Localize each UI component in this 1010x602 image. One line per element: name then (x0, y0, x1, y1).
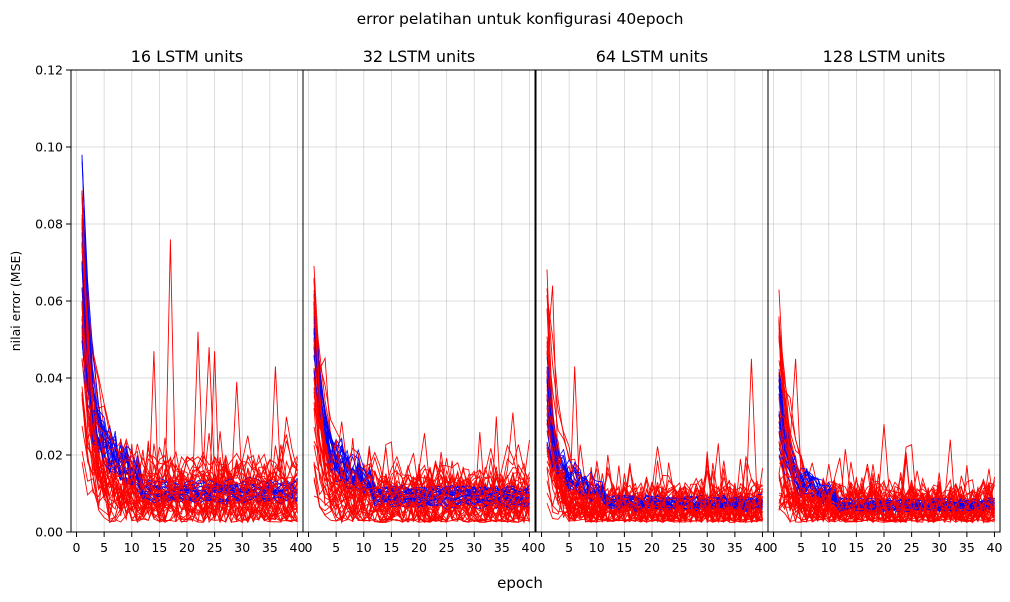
x-tick-label: 35 (494, 540, 510, 555)
series-group (313, 265, 530, 524)
panel-title: 128 LSTM units (823, 47, 946, 66)
red-series-line (778, 484, 995, 523)
x-tick-label: 35 (959, 540, 975, 555)
x-tick-label: 40 (522, 540, 538, 555)
blue-series-line (546, 370, 763, 505)
red-series-line (81, 315, 298, 523)
red-series-line (81, 328, 298, 515)
x-tick-label: 5 (565, 540, 573, 555)
x-tick-label: 20 (411, 540, 427, 555)
red-series-line (81, 307, 298, 519)
x-tick-label: 5 (100, 540, 108, 555)
x-tick-label: 0 (770, 540, 778, 555)
y-tick-label: 0.06 (35, 294, 63, 309)
red-series-line (313, 464, 530, 523)
series-group (546, 269, 763, 524)
x-tick-label: 15 (848, 540, 864, 555)
x-tick-label: 20 (876, 540, 892, 555)
red-series-line (81, 242, 298, 493)
series-group (81, 154, 298, 524)
panel-4: 0 5 10 15 20 25 30 35 40 128 LSTM units (767, 47, 1003, 555)
red-series-line (778, 289, 995, 518)
blue-series-line (81, 161, 298, 505)
red-series-line (313, 280, 530, 502)
red-series-line (313, 407, 530, 524)
blue-series-line (778, 387, 995, 508)
red-series-line (313, 307, 530, 506)
x-tick-label: 20 (644, 540, 660, 555)
x-tick-label: 0 (305, 540, 313, 555)
x-tick-label: 25 (904, 540, 920, 555)
y-tick-label: 0.10 (35, 140, 63, 155)
panel-3: 0 5 10 15 20 25 30 35 40 64 LSTM units (535, 47, 771, 555)
panel-title: 64 LSTM units (596, 47, 709, 66)
x-tick-label: 5 (332, 540, 340, 555)
x-tick-label: 0 (538, 540, 546, 555)
red-series-line (546, 467, 763, 524)
x-tick-label: 0 (73, 540, 81, 555)
red-series-line (313, 325, 530, 503)
red-series-line (81, 194, 298, 520)
red-series-line (81, 244, 298, 493)
series-group (778, 289, 995, 524)
red-series-line (313, 461, 530, 523)
x-tick-label: 5 (797, 540, 805, 555)
figure-title: error pelatihan untuk konfigurasi 40epoc… (357, 10, 684, 28)
blue-series-line (778, 378, 995, 508)
y-axis-label: nilai error (MSE) (8, 251, 23, 352)
x-tick-label: 30 (234, 540, 250, 555)
red-series-line (313, 289, 530, 523)
x-tick-label: 25 (672, 540, 688, 555)
x-tick-label: 30 (699, 540, 715, 555)
red-series-line (81, 260, 298, 524)
y-axis: 0.00 0.02 0.04 0.06 0.08 0.10 0.12 (35, 63, 71, 540)
y-tick-label: 0.04 (35, 371, 63, 386)
x-axis-label: epoch (497, 574, 543, 592)
red-series-line (546, 406, 763, 517)
panels-group: 0 5 10 15 20 25 30 35 40 16 LSTM units 0 5 10 15 20 25 3… (70, 47, 1003, 555)
x-tick-label: 10 (356, 540, 372, 555)
y-tick-label: 0.08 (35, 217, 63, 232)
x-tick-label: 15 (383, 540, 399, 555)
blue-series-line (546, 379, 763, 506)
x-tick-label: 10 (589, 540, 605, 555)
x-tick-label: 30 (931, 540, 947, 555)
red-series-line (778, 426, 995, 523)
x-tick-label: 10 (124, 540, 140, 555)
panel-title: 16 LSTM units (131, 47, 244, 66)
red-series-line (313, 337, 530, 524)
x-tick-label: 40 (755, 540, 771, 555)
y-tick-label: 0.00 (35, 525, 63, 540)
y-tick-label: 0.12 (35, 63, 63, 78)
x-tick-label: 25 (207, 540, 223, 555)
red-series-line (313, 277, 530, 520)
x-tick-label: 40 (290, 540, 306, 555)
y-tick-label: 0.02 (35, 448, 63, 463)
x-tick-label: 15 (616, 540, 632, 555)
x-tick-label: 20 (179, 540, 195, 555)
x-tick-label: 15 (151, 540, 167, 555)
red-series-line (546, 407, 763, 523)
red-series-line (778, 439, 995, 518)
panel-1: 0 5 10 15 20 25 30 35 40 16 LSTM units (70, 47, 306, 555)
red-series-line (81, 318, 298, 506)
grid (303, 69, 535, 533)
grid (71, 69, 303, 533)
x-tick-label: 10 (821, 540, 837, 555)
red-series-line (546, 443, 763, 522)
x-tick-label: 35 (727, 540, 743, 555)
x-tick-label: 40 (987, 540, 1003, 555)
panel-2: 0 5 10 15 20 25 30 35 40 32 LSTM units (302, 47, 538, 555)
panel-title: 32 LSTM units (363, 47, 476, 66)
x-tick-label: 30 (466, 540, 482, 555)
red-series-line (81, 451, 298, 524)
x-tick-label: 25 (439, 540, 455, 555)
x-tick-label: 35 (262, 540, 278, 555)
